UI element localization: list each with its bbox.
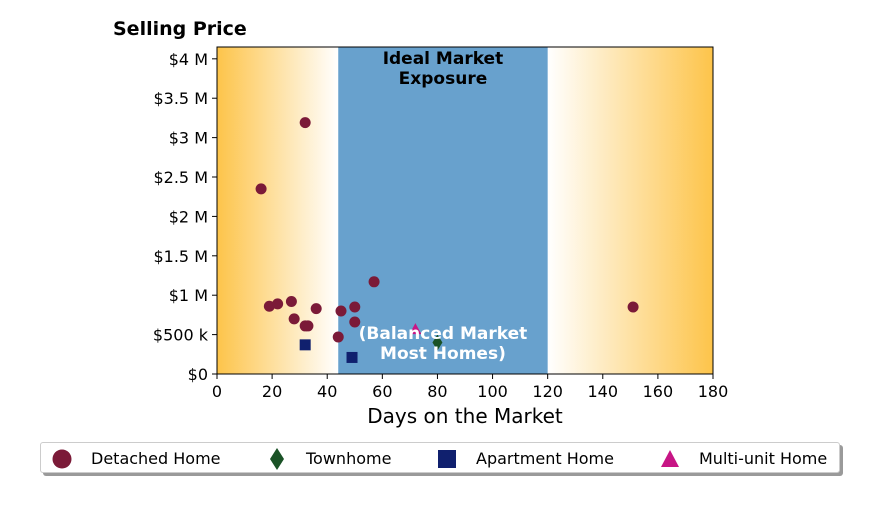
legend-label: Detached Home [91, 449, 221, 468]
detached-home-point [368, 276, 380, 288]
x-tick-label: 60 [372, 382, 392, 401]
diamond-marker-icon [270, 447, 284, 470]
x-tick-label: 80 [427, 382, 447, 401]
multi-unit-home-point [409, 323, 422, 335]
apartment-home-point [299, 339, 311, 351]
y-tick-label: $4 M [169, 50, 208, 69]
band-label-bottom-line: (Balanced Market [359, 324, 528, 344]
x-tick-label: 40 [317, 382, 337, 401]
band-label-top-line: Ideal Market [383, 49, 504, 69]
detached-home-point [285, 296, 297, 308]
triangle-marker-icon [661, 449, 679, 467]
data-points [255, 117, 639, 363]
chart-title: Selling Price [113, 18, 247, 40]
band-label-top-line: Exposure [399, 69, 488, 89]
detached-home-point [310, 303, 322, 315]
ideal-exposure-band [338, 47, 548, 374]
y-tick-label: $2 M [169, 207, 208, 226]
y-tick-label: $1 M [169, 286, 208, 305]
left-gradient-region [217, 47, 339, 374]
y-tick-label: $2.5 M [153, 168, 208, 187]
detached-home-point [302, 320, 314, 332]
y-tick-label: $0 [188, 365, 208, 384]
detached-home-point [299, 117, 311, 129]
y-tick-label: $500 k [153, 326, 209, 345]
townhome-point [432, 334, 443, 351]
x-axis-title: Days on the Market [367, 404, 563, 428]
x-tick-label: 0 [212, 382, 222, 401]
legend-item-multi-unit-home: Multi-unit Home [659, 443, 827, 474]
plot-frame [216, 46, 714, 375]
legend-label: Multi-unit Home [699, 449, 828, 468]
x-tick-label: 100 [477, 382, 508, 401]
x-axis: 0 20 40 60 80 100 120 140 160 180 [212, 374, 728, 401]
band-label-bottom-line: Most Homes) [380, 344, 506, 364]
legend-item-townhome: Townhome [266, 443, 391, 474]
legend-label: Apartment Home [476, 449, 614, 468]
detached-home-point [263, 300, 275, 312]
legend-item-apartment-home: Apartment Home [436, 443, 614, 474]
legend: Detached Home Townhome Apartment Home Mu… [40, 442, 840, 473]
plot-background [217, 47, 713, 374]
y-tick-label: $3.5 M [153, 89, 208, 108]
legend-label: Townhome [306, 449, 392, 468]
right-gradient-region [547, 47, 713, 374]
y-tick-label: $3 M [169, 129, 208, 148]
square-marker-icon [438, 449, 456, 468]
x-tick-label: 140 [588, 382, 619, 401]
detached-home-point [349, 301, 361, 313]
x-tick-label: 180 [698, 382, 729, 401]
detached-home-point [255, 183, 267, 195]
y-axis: $0 $500 k $1 M $1.5 M $2 M $2.5 M $3 M $3.5 M $4… [153, 50, 217, 384]
detached-home-point [272, 298, 284, 310]
detached-home-point [332, 331, 344, 343]
detached-home-point [627, 301, 639, 313]
legend-item-detached-home: Detached Home [51, 443, 221, 474]
apartment-home-point [346, 351, 358, 363]
x-tick-label: 160 [643, 382, 674, 401]
x-tick-label: 20 [262, 382, 282, 401]
detached-home-point [349, 316, 361, 328]
y-tick-label: $1.5 M [153, 247, 208, 266]
detached-home-point [335, 305, 347, 317]
circle-marker-icon [52, 449, 72, 468]
detached-home-point [288, 313, 300, 325]
x-tick-label: 120 [532, 382, 563, 401]
